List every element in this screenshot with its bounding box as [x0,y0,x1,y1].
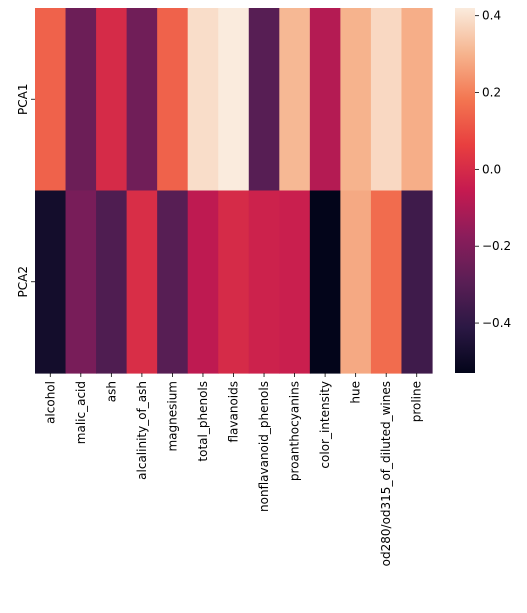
heatmap-cell [187,8,219,192]
heatmap-cell [35,190,67,374]
x-tick-label: alcalinity_of_ash [135,381,149,480]
heatmap-cell [309,190,341,374]
colorbar-ticks: −0.4 −0.2 0.0 0.2 0.4 [475,9,511,330]
heatmap-cell [96,190,128,374]
heatmap-cell [157,190,189,374]
heatmap-cell [309,8,341,192]
heatmap-cell [65,190,97,374]
heatmap-cells [35,8,433,374]
x-tick-label: hue [349,381,363,404]
x-tick-label: proline [410,381,424,422]
x-tick-label: total_phenols [196,381,210,462]
x-tick-label: magnesium [165,381,179,452]
x-tick-label: proanthocyanins [288,381,302,481]
heatmap-cell [218,190,250,374]
x-tick-labels: alcohol malic_acid ash alcalinity_of_ash mag… [43,373,424,566]
colorbar-tick-label: 0.4 [482,9,501,23]
y-tick-label: PCA2 [16,266,30,297]
heatmap-cell [187,190,219,374]
colorbar [455,8,475,373]
heatmap-cell [370,8,403,192]
heatmap-cell [157,8,189,192]
heatmap-cell [279,190,311,374]
x-tick-label: ash [104,381,118,402]
y-tick-labels: PCA1 PCA2 [16,84,35,297]
heatmap-cell [340,190,372,374]
heatmap-cell [218,8,250,192]
heatmap-cell [370,190,403,374]
heatmap-cell [96,8,128,192]
heatmap-cell [401,8,433,192]
x-tick-label: color_intensity [318,381,332,469]
heatmap-cell [65,8,97,192]
heatmap-cell [126,190,158,374]
colorbar-tick-label: −0.2 [482,239,511,253]
heatmap-cell [248,190,280,374]
heatmap-cell [35,8,67,192]
colorbar-tick-label: 0.2 [482,86,501,100]
x-tick-label: od280/od315_of_diluted_wines [379,381,393,566]
heatmap-cell [340,8,372,192]
colorbar-tick-label: −0.4 [482,316,511,330]
x-tick-label: nonflavanoid_phenols [257,381,271,512]
y-tick-label: PCA1 [16,84,30,115]
x-tick-label: alcohol [43,381,57,424]
heatmap-cell [401,190,433,374]
heatmap-cell [126,8,158,192]
heatmap-cell [248,8,280,192]
colorbar-tick-label: 0.0 [482,162,501,176]
x-tick-label: malic_acid [74,381,88,444]
x-tick-label: flavanoids [227,381,241,443]
heatmap-cell [279,8,311,192]
